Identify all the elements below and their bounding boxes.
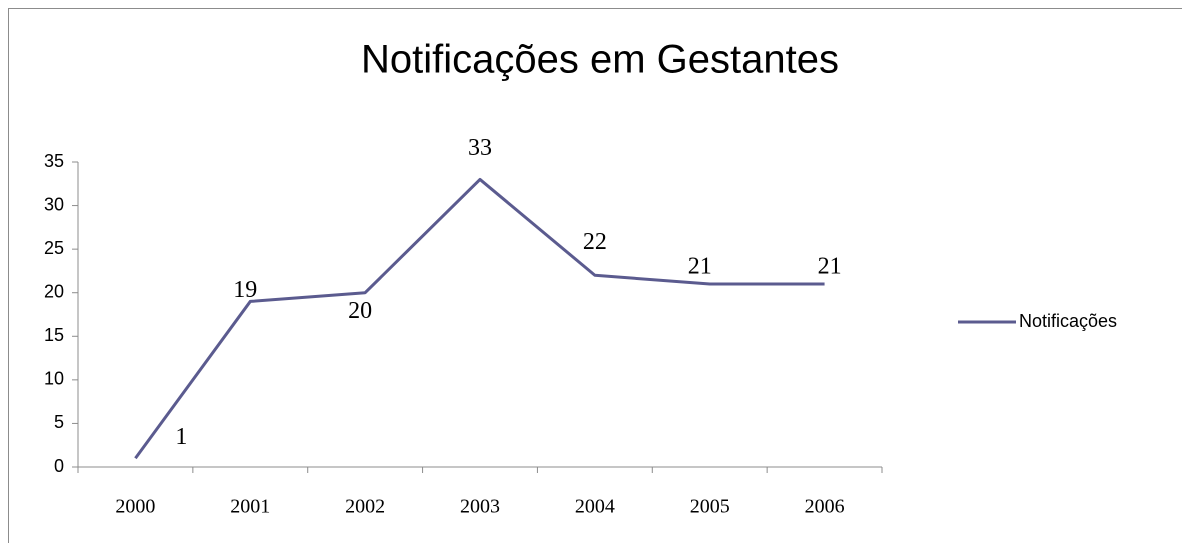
x-tick-label: 2005	[690, 496, 730, 518]
data-label: 22	[583, 229, 607, 255]
y-tick-label: 0	[54, 456, 64, 476]
data-line	[134, 177, 825, 460]
y-tick-label: 30	[44, 194, 64, 214]
x-tick-label: 2006	[805, 496, 845, 518]
x-tick-label: 2000	[115, 496, 155, 518]
data-label: 21	[818, 254, 842, 280]
x-tick-label: 2002	[345, 496, 385, 518]
x-tick-label: 2004	[575, 496, 615, 518]
x-tick-label: 2003	[460, 496, 500, 518]
data-label: 21	[688, 254, 712, 280]
data-label: 33	[468, 135, 492, 161]
data-label: 1	[175, 424, 187, 450]
y-tick-label: 35	[44, 151, 64, 171]
chart-title: Notificações em Gestantes	[361, 38, 839, 82]
data-label: 19	[233, 277, 257, 303]
y-tick-label: 5	[54, 412, 64, 432]
legend-label: Notificações	[1019, 311, 1117, 331]
y-tick-label: 25	[44, 238, 64, 258]
x-tick-label: 2001	[230, 496, 270, 518]
y-tick-label: 10	[44, 369, 64, 389]
y-tick-label: 15	[44, 325, 64, 345]
data-label: 20	[348, 298, 372, 324]
y-tick-label: 20	[44, 281, 64, 301]
